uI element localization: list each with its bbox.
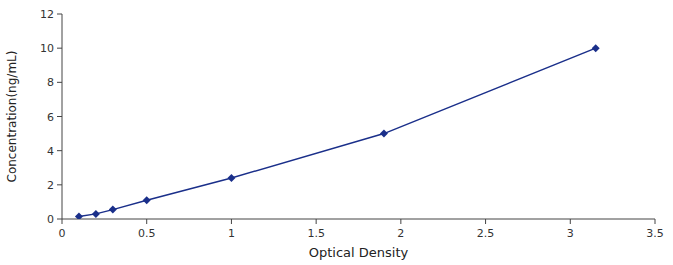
- y-tick: [57, 14, 62, 15]
- x-tick-label: 2: [397, 227, 404, 240]
- x-tick: [655, 219, 656, 224]
- y-tick: [57, 150, 62, 151]
- marker: [92, 210, 100, 218]
- x-tick: [146, 219, 147, 224]
- y-tick: [57, 219, 62, 220]
- x-tick: [400, 219, 401, 224]
- marker: [380, 130, 388, 138]
- y-tick-label: 2: [47, 179, 54, 192]
- x-tick-label: 1: [228, 227, 235, 240]
- marker: [592, 44, 600, 52]
- marker: [143, 196, 151, 204]
- y-tick: [57, 116, 62, 117]
- x-tick: [485, 219, 486, 224]
- x-tick-label: 2.5: [477, 227, 495, 240]
- y-tick-label: 6: [47, 111, 54, 124]
- y-axis-label: Concentration(ng/mL): [5, 51, 19, 183]
- y-tick: [57, 184, 62, 185]
- x-tick-label: 3: [567, 227, 574, 240]
- y-tick-label: 0: [47, 213, 54, 226]
- y-tick-label: 8: [47, 76, 54, 89]
- plot-area: [75, 44, 600, 219]
- marker: [109, 206, 117, 214]
- x-tick: [316, 219, 317, 224]
- line: [79, 48, 596, 216]
- x-tick: [62, 219, 63, 224]
- marker: [75, 212, 83, 219]
- y-tick: [57, 82, 62, 83]
- x-axis-label: Optical Density: [309, 245, 409, 260]
- y-tick: [57, 48, 62, 49]
- x-tick-label: 3.5: [646, 227, 664, 240]
- x-tick: [570, 219, 571, 224]
- y-tick-label: 4: [47, 145, 54, 158]
- axes: 0 0.5 1 1.5 2 2.5 3 3.5 0 2 4 6 8 10 12: [40, 8, 664, 240]
- x-tick-label: 1.5: [307, 227, 325, 240]
- x-axis-line: [62, 219, 655, 220]
- chart-container: 0 0.5 1 1.5 2 2.5 3 3.5 0 2 4 6 8 10 12 Optical Density…: [0, 0, 673, 265]
- y-tick-label: 10: [40, 42, 54, 55]
- chart: 0 0.5 1 1.5 2 2.5 3 3.5 0 2 4 6 8 10 12 Optical Density…: [0, 0, 673, 265]
- x-tick-label: 0: [59, 227, 66, 240]
- y-tick-label: 12: [40, 8, 54, 21]
- marker: [227, 174, 235, 182]
- x-tick-label: 0.5: [138, 227, 156, 240]
- x-tick: [231, 219, 232, 224]
